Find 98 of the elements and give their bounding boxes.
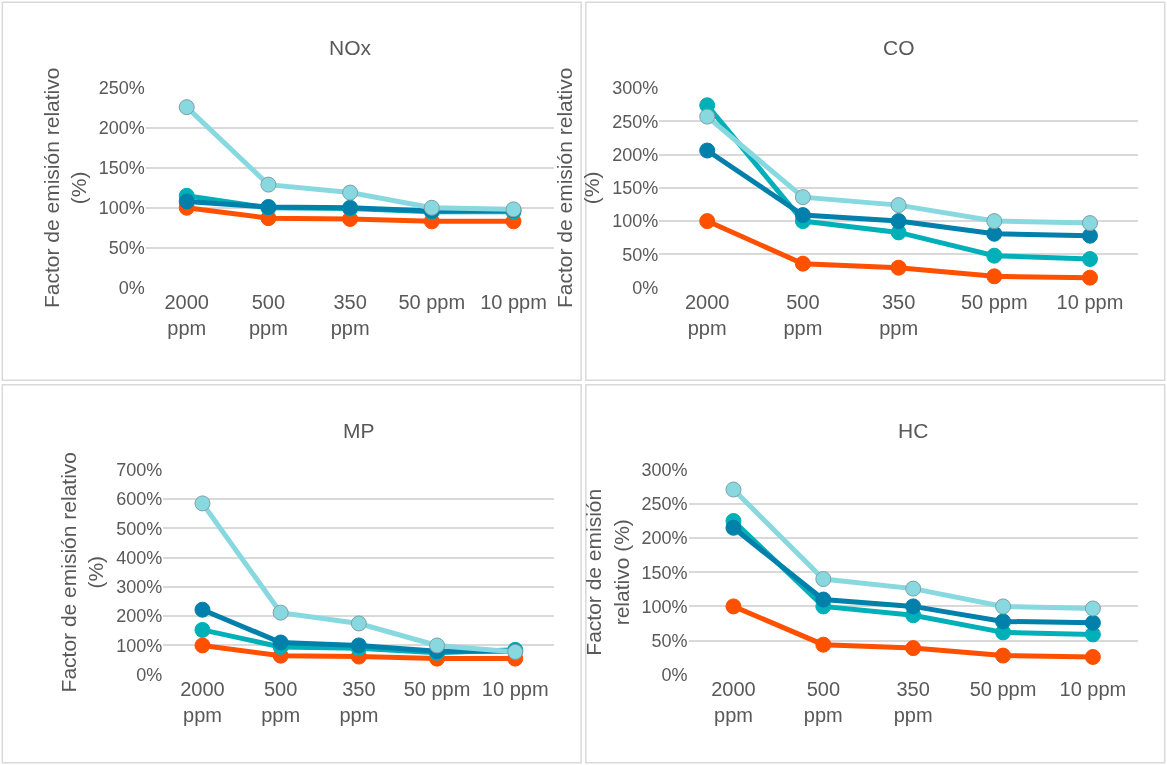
y-tick-label: 0% — [661, 665, 688, 686]
x-tick-label: 50 ppm — [960, 290, 1028, 313]
point — [986, 268, 1003, 285]
x-tick-label: 500 ppm — [803, 677, 843, 726]
point — [890, 197, 907, 214]
y-tick-label: 200% — [641, 528, 688, 549]
y-tick-label: 150% — [641, 562, 688, 583]
y-tick-label: 50% — [651, 630, 688, 651]
point — [794, 189, 811, 206]
y-tick-label: 50% — [108, 238, 145, 259]
point — [178, 193, 195, 210]
y-tick-label: 500% — [116, 518, 163, 539]
point — [890, 259, 907, 276]
x-tick-label: 10 ppm — [1056, 290, 1124, 313]
point — [194, 601, 211, 618]
point — [699, 142, 716, 159]
x-tick-label: 50 ppm — [403, 677, 471, 700]
point — [1081, 215, 1098, 232]
chart-title: MP — [343, 419, 375, 442]
y-axis-title: Factor de emisión relativo (%) — [39, 67, 90, 309]
point — [905, 640, 922, 657]
y-tick-label: 200% — [116, 606, 163, 627]
chart-title: NOx — [329, 36, 372, 59]
point — [1084, 600, 1101, 617]
x-tick-label: 10 ppm — [481, 677, 549, 700]
y-axis-title: Factor de emisión relativo (%) — [582, 488, 633, 656]
y-tick-label: 300% — [612, 78, 659, 99]
point — [995, 613, 1012, 630]
y-axis-title: Factor de emisión relativo (%) — [57, 452, 108, 693]
x-tick-label: 2000 ppm — [180, 677, 225, 726]
x-tick-label: 500 ppm — [261, 677, 301, 726]
y-tick-label: 50% — [622, 244, 659, 265]
point — [342, 184, 359, 201]
point — [350, 615, 367, 632]
y-tick-label: 0% — [136, 665, 163, 686]
point — [725, 598, 742, 615]
x-tick-label: 500 ppm — [248, 290, 288, 339]
point — [794, 207, 811, 224]
y-tick-label: 200% — [98, 118, 145, 139]
x-tick-label: 10 ppm — [480, 290, 547, 313]
point — [995, 598, 1012, 615]
y-axis-title: Factor de emisión relativo (%) — [553, 67, 604, 309]
y-tick-label: 100% — [641, 596, 688, 617]
y-tick-label: 100% — [116, 635, 163, 656]
x-tick-label: 50 ppm — [969, 677, 1037, 700]
chart-title: CO — [883, 36, 915, 59]
x-tick-label: 2000 ppm — [164, 290, 209, 339]
point — [272, 604, 289, 621]
y-tick-label: 0% — [632, 277, 659, 298]
x-tick-label: 500 ppm — [783, 290, 823, 339]
point — [1084, 648, 1101, 665]
y-tick-label: 100% — [98, 198, 145, 219]
point — [1081, 251, 1098, 268]
x-tick-label: 350 ppm — [339, 677, 379, 726]
point — [194, 495, 211, 512]
chart-title: HC — [898, 419, 929, 442]
point — [905, 598, 922, 615]
point — [905, 580, 922, 597]
y-tick-label: 250% — [98, 78, 145, 99]
x-tick-label: 350 ppm — [879, 290, 919, 339]
point — [815, 591, 832, 608]
point — [815, 636, 832, 653]
point — [725, 481, 742, 498]
point — [260, 176, 277, 193]
x-tick-label: 2000 ppm — [684, 290, 730, 339]
point — [194, 637, 211, 654]
point — [699, 213, 716, 230]
point — [890, 213, 907, 230]
y-tick-label: 300% — [116, 577, 163, 598]
point — [725, 519, 742, 536]
y-tick-label: 600% — [116, 489, 163, 510]
y-tick-label: 250% — [612, 111, 659, 132]
y-tick-label: 400% — [116, 547, 163, 568]
point — [699, 108, 716, 125]
x-tick-label: 50 ppm — [398, 290, 466, 313]
y-tick-label: 200% — [612, 144, 659, 165]
point — [1081, 269, 1098, 286]
x-tick-label: 350 ppm — [893, 677, 933, 726]
point — [1084, 614, 1101, 631]
y-tick-label: 0% — [118, 277, 145, 298]
point — [194, 621, 211, 638]
point — [815, 571, 832, 588]
x-tick-label: 350 ppm — [330, 290, 370, 339]
y-tick-label: 700% — [116, 460, 163, 481]
point — [272, 634, 289, 651]
point — [986, 213, 1003, 230]
point — [429, 637, 446, 654]
y-tick-label: 100% — [612, 211, 659, 232]
y-tick-label: 150% — [612, 178, 659, 199]
x-tick-label: 10 ppm — [1059, 677, 1127, 700]
point — [794, 255, 811, 272]
y-tick-label: 300% — [641, 460, 688, 481]
x-tick-label: 2000 ppm — [711, 677, 756, 726]
y-tick-label: 150% — [98, 158, 145, 179]
point — [995, 647, 1012, 664]
point — [986, 247, 1003, 264]
y-tick-label: 250% — [641, 494, 688, 515]
point — [178, 99, 195, 116]
